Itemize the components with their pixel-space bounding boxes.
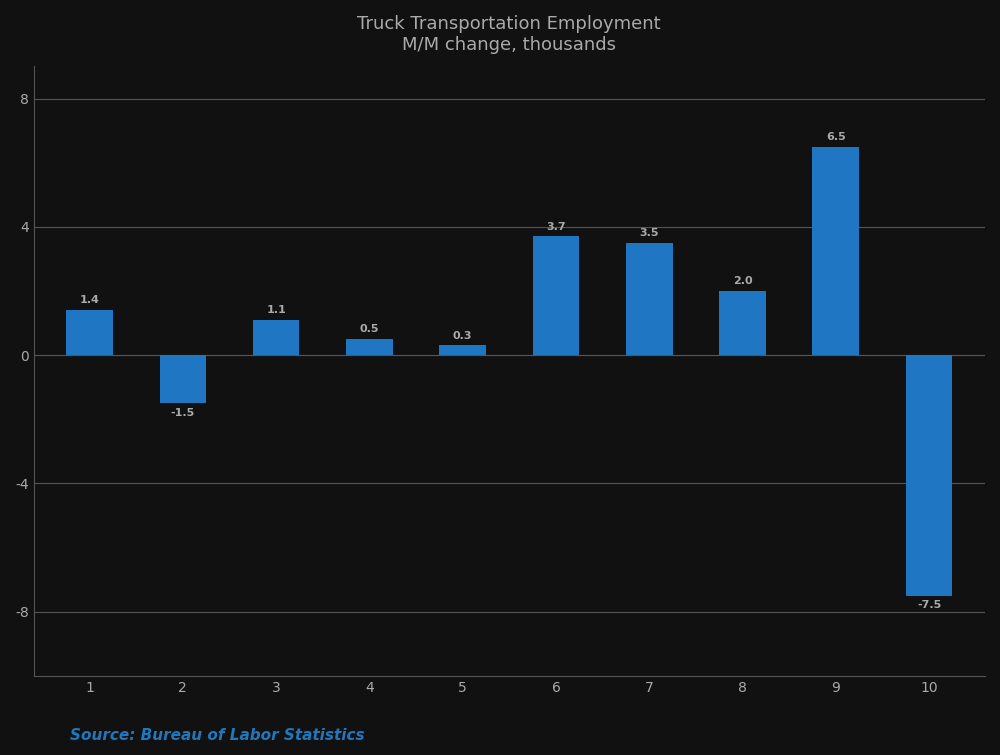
Text: 2.0: 2.0	[733, 276, 752, 286]
Text: -7.5: -7.5	[917, 600, 941, 611]
Bar	[533, 236, 579, 355]
Bar	[346, 339, 393, 355]
Bar	[253, 320, 299, 355]
Text: 0.5: 0.5	[360, 324, 379, 334]
Text: -1.5: -1.5	[171, 408, 195, 418]
Text: 1.4: 1.4	[80, 295, 100, 306]
Text: 1.1: 1.1	[266, 305, 286, 315]
Bar	[812, 146, 859, 355]
Text: 3.5: 3.5	[639, 228, 659, 238]
Bar	[66, 310, 113, 355]
Bar	[626, 243, 673, 355]
Bar	[719, 291, 766, 355]
Bar	[906, 355, 952, 596]
Title: Truck Transportation Employment
M/M change, thousands: Truck Transportation Employment M/M chan…	[357, 15, 661, 54]
Bar	[160, 355, 206, 403]
Bar	[439, 346, 486, 355]
Text: 6.5: 6.5	[826, 132, 846, 142]
Text: Source: Bureau of Labor Statistics: Source: Bureau of Labor Statistics	[70, 728, 365, 743]
Text: 0.3: 0.3	[453, 331, 472, 341]
Text: 3.7: 3.7	[546, 222, 566, 232]
